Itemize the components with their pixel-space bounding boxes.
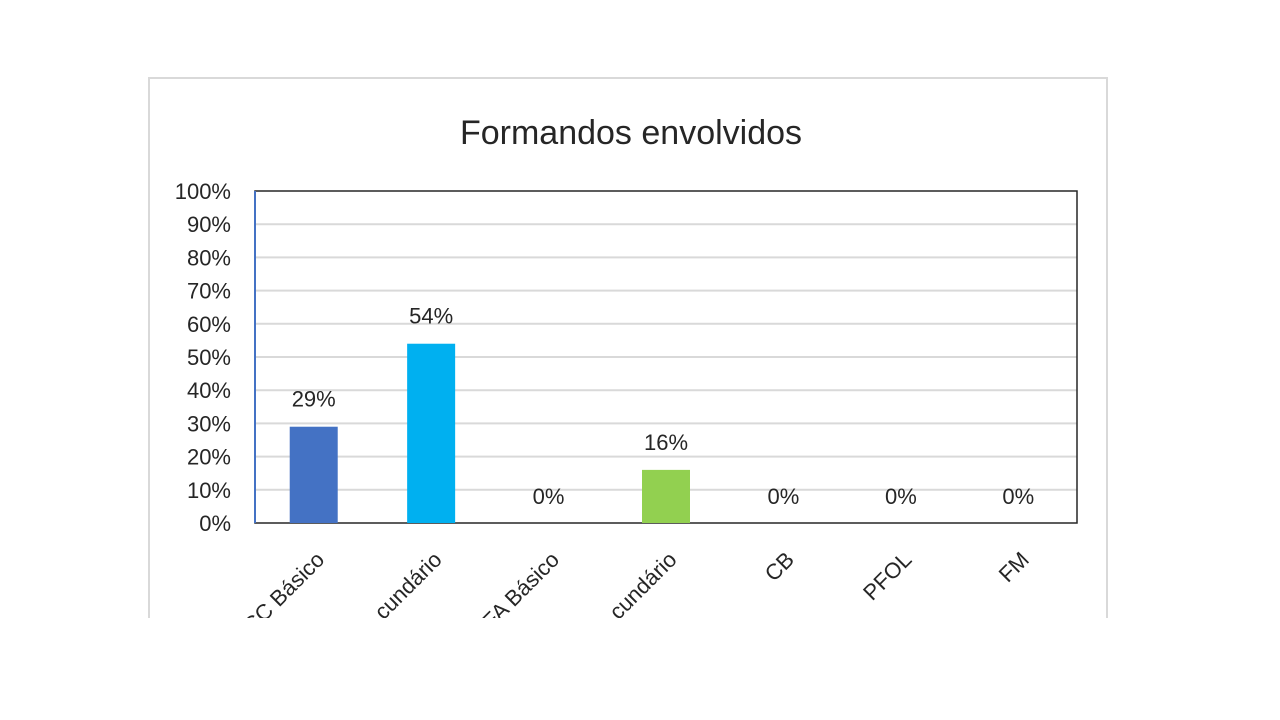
bar-2 [407, 343, 456, 523]
bars [289, 343, 690, 523]
y-tick-label: 60% [187, 312, 231, 337]
y-axis-tick-labels: 0% 10% 20% 30% 40% 50% 60% 70% 80% 90% 100% [175, 179, 231, 536]
x-tick-label: PFOL [858, 547, 916, 605]
data-labels: 29% 54% 0% 16% 0% 0% 0% [292, 304, 1034, 509]
data-label: 0% [533, 484, 565, 509]
data-label: 0% [1002, 484, 1034, 509]
chart-container: Formandos envolvidos 0% 10% 20% 30% 40% 50% 60… [148, 77, 1108, 618]
x-tick-label: CC Básico [238, 547, 329, 618]
x-tick-label: FM [994, 547, 1034, 587]
y-tick-label: 50% [187, 345, 231, 370]
y-tick-label: 0% [199, 511, 231, 536]
x-tick-label: CB [760, 547, 799, 586]
x-axis-tick-labels: CC Básico cundário FA Básico cundário CB PFOL… [238, 547, 1034, 618]
data-label: 54% [409, 304, 453, 329]
bar-1 [289, 426, 338, 523]
y-tick-label: 100% [175, 179, 231, 204]
data-label: 29% [292, 387, 336, 412]
chart-title: Formandos envolvidos [460, 114, 802, 152]
x-tick-label: cundário [604, 547, 681, 618]
y-tick-label: 70% [187, 279, 231, 304]
data-label: 16% [644, 430, 688, 455]
y-tick-label: 20% [187, 445, 231, 470]
data-label: 0% [768, 484, 800, 509]
x-tick-label: cundário [369, 547, 446, 618]
bar-chart: Formandos envolvidos 0% 10% 20% 30% 40% 50% 60… [175, 114, 1078, 618]
y-tick-label: 80% [187, 245, 231, 270]
y-tick-label: 90% [187, 212, 231, 237]
x-tick-label: FA Básico [477, 547, 564, 618]
y-tick-label: 30% [187, 411, 231, 436]
data-label: 0% [885, 484, 917, 509]
y-tick-label: 10% [187, 478, 231, 503]
bar-4 [642, 469, 690, 523]
y-tick-label: 40% [187, 378, 231, 403]
